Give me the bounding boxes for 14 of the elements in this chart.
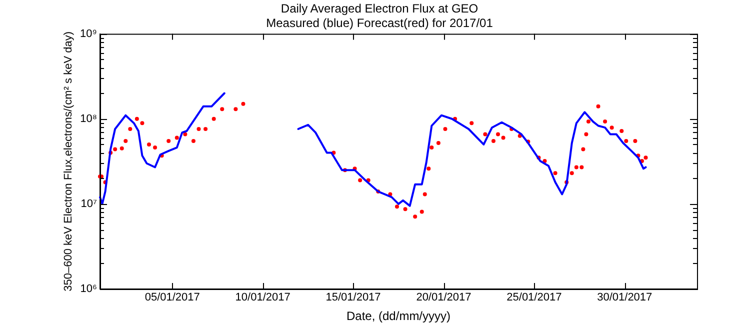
chart-subtitle: Measured (blue) Forecast(red) for 2017/01 [266,16,494,30]
y-tick-label: 10⁸ [80,112,97,125]
x-tick-label: 05/01/2017 [144,292,200,304]
y-tick-label: 10⁹ [80,28,97,40]
x-tick-label: 15/01/2017 [326,292,381,304]
x-tick-label: 20/01/2017 [416,292,472,304]
x-axis-title: Date, (dd/mm/yyyy) [346,309,451,324]
x-tick-label: 30/01/2017 [597,292,652,304]
x-tick-label: 25/01/2017 [506,292,562,304]
y-tick-label: 10⁶ [80,283,97,296]
y-tick-label: 10⁷ [80,198,98,210]
x-tick-label: 10/01/2017 [235,292,290,304]
y-axis-title: 350–600 keV Electron Flux,electrons/(cm² s keV day) [62,31,75,292]
chart-title: Daily Averaged Electron Flux at GEO [280,2,478,16]
